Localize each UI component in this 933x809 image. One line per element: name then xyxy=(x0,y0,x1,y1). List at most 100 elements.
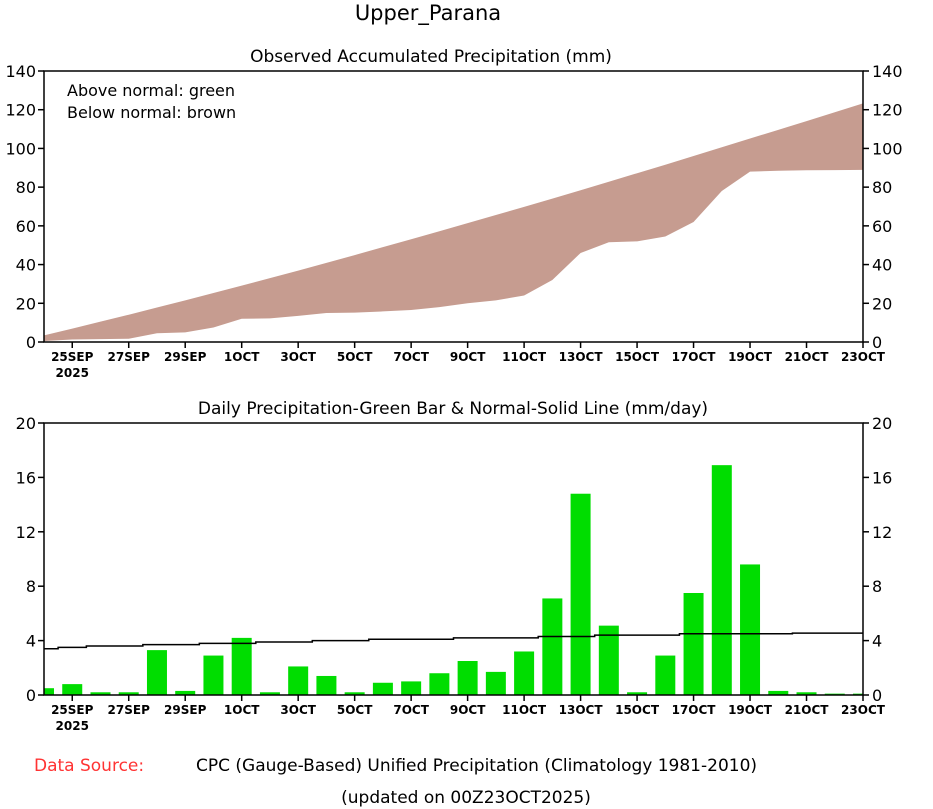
x-tick-label: 15OCT xyxy=(615,703,660,717)
precip-bar xyxy=(485,671,506,695)
y-tick-label-left: 80 xyxy=(16,178,36,197)
precip-bar xyxy=(203,655,224,695)
precip-bar xyxy=(514,651,535,695)
data-source-text: CPC (Gauge-Based) Unified Precipitation … xyxy=(196,756,757,776)
precip-bar xyxy=(90,692,111,695)
y-tick-label-right: 12 xyxy=(872,523,892,542)
y-tick-label-right: 20 xyxy=(872,294,892,313)
below-normal-area xyxy=(44,103,863,342)
x-tick-label: 25SEP xyxy=(51,703,94,717)
precip-bar xyxy=(401,681,422,695)
x-tick-label: 27SEP xyxy=(108,703,151,717)
x-tick-label: 5OCT xyxy=(337,350,373,364)
y-tick-label-left: 40 xyxy=(16,256,36,275)
precip-bar xyxy=(44,688,54,695)
y-tick-label-left: 0 xyxy=(26,686,36,705)
chart-title: Upper_Parana xyxy=(355,1,501,26)
precip-bar xyxy=(62,684,83,695)
bottom-chart: 0 0 4 4 8 8 12 12 16 16 20 20 25SEP 27SEP 29SEP 1OCT 3OC… xyxy=(16,414,893,733)
x-tick-year: 2025 xyxy=(56,719,89,733)
x-tick-label: 21OCT xyxy=(785,350,830,364)
y-tick-label-right: 80 xyxy=(872,178,892,197)
x-tick-label: 19OCT xyxy=(728,350,773,364)
precip-bar xyxy=(429,673,450,695)
x-tick-label: 19OCT xyxy=(728,703,773,717)
y-tick-label-left: 100 xyxy=(5,139,36,158)
normal-line xyxy=(44,632,863,650)
x-tick-label: 11OCT xyxy=(502,703,547,717)
x-tick-year: 2025 xyxy=(56,366,89,380)
top-chart: 0 0 20 20 40 40 60 60 80 80 100 100 120 120 140 140 25SE… xyxy=(5,62,902,380)
x-tick-label: 9OCT xyxy=(450,350,486,364)
precip-bar xyxy=(372,682,393,695)
x-tick-label: 23OCT xyxy=(841,350,886,364)
x-tick-label: 29SEP xyxy=(164,703,207,717)
precip-bar xyxy=(542,598,563,695)
y-tick-label-left: 60 xyxy=(16,217,36,236)
top-chart-title: Observed Accumulated Precipitation (mm) xyxy=(250,47,612,67)
y-tick-label-right: 20 xyxy=(872,414,892,433)
precip-bar xyxy=(655,655,676,695)
x-tick-label: 17OCT xyxy=(672,350,717,364)
x-tick-label: 25SEP xyxy=(51,350,94,364)
x-tick-label: 13OCT xyxy=(559,703,604,717)
y-tick-label-right: 100 xyxy=(872,139,903,158)
precip-bar xyxy=(570,493,591,695)
x-tick-label: 1OCT xyxy=(224,350,260,364)
y-tick-label-left: 140 xyxy=(5,62,36,81)
precip-bar xyxy=(796,692,817,695)
precip-bar xyxy=(146,650,167,695)
y-tick-label-left: 120 xyxy=(5,101,36,120)
y-tick-label-left: 12 xyxy=(16,523,36,542)
x-tick-label: 7OCT xyxy=(393,703,429,717)
y-tick-label-right: 120 xyxy=(872,101,903,120)
precip-bar xyxy=(288,666,309,695)
x-tick-label: 9OCT xyxy=(450,703,486,717)
x-tick-label: 21OCT xyxy=(785,703,830,717)
y-tick-label-left: 16 xyxy=(16,468,36,487)
y-tick-label-right: 40 xyxy=(872,256,892,275)
precip-bar xyxy=(711,465,732,695)
bottom-chart-title: Daily Precipitation-Green Bar & Normal-S… xyxy=(198,399,708,419)
y-tick-label-left: 0 xyxy=(26,333,36,352)
precip-bar xyxy=(457,661,478,695)
x-tick-label: 7OCT xyxy=(393,350,429,364)
y-tick-label-left: 20 xyxy=(16,294,36,313)
legend-above: Above normal: green xyxy=(67,81,235,100)
x-tick-label: 3OCT xyxy=(280,350,316,364)
y-tick-label-left: 20 xyxy=(16,414,36,433)
y-tick-label-left: 4 xyxy=(26,632,36,651)
y-tick-label-right: 4 xyxy=(872,632,882,651)
x-tick-label: 17OCT xyxy=(672,703,717,717)
x-tick-label: 29SEP xyxy=(164,350,207,364)
x-tick-label: 3OCT xyxy=(280,703,316,717)
legend-below: Below normal: brown xyxy=(67,103,236,122)
precip-bar xyxy=(231,637,252,695)
precip-bar xyxy=(740,564,761,695)
precip-bar xyxy=(175,690,196,695)
updated-text: (updated on 00Z23OCT2025) xyxy=(341,788,591,808)
x-tick-label: 5OCT xyxy=(337,703,373,717)
y-tick-label-left: 8 xyxy=(26,577,36,596)
precip-bar xyxy=(316,675,337,695)
y-tick-label-right: 0 xyxy=(872,333,882,352)
precip-bar xyxy=(118,692,139,695)
precip-bar xyxy=(627,692,648,695)
y-tick-label-right: 0 xyxy=(872,686,882,705)
x-tick-label: 27SEP xyxy=(108,350,151,364)
y-tick-label-right: 16 xyxy=(872,468,892,487)
x-tick-label: 23OCT xyxy=(841,703,886,717)
x-tick-label: 15OCT xyxy=(615,350,660,364)
precip-bar xyxy=(768,690,789,695)
x-tick-label: 11OCT xyxy=(502,350,547,364)
data-source-label: Data Source: xyxy=(34,756,144,776)
precip-bar xyxy=(598,625,619,695)
y-tick-label-right: 140 xyxy=(872,62,903,81)
plot-frame xyxy=(43,70,864,343)
precip-bar xyxy=(259,692,280,695)
precip-bar xyxy=(344,692,365,695)
y-tick-label-right: 60 xyxy=(872,217,892,236)
plot-frame xyxy=(43,422,864,696)
precip-bar xyxy=(683,593,704,695)
